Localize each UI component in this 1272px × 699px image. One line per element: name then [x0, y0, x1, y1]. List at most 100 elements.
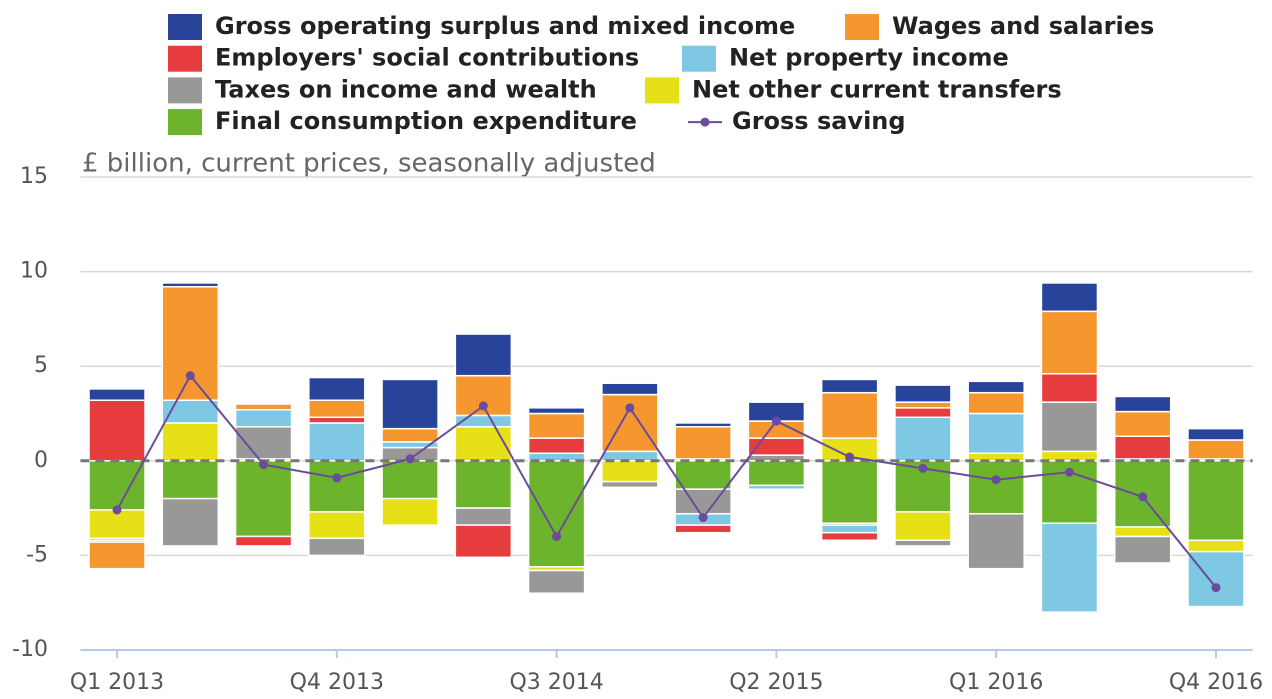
bar-segment [820, 524, 879, 534]
legend-marker [700, 117, 710, 127]
bar-segment [820, 378, 879, 394]
bar-segment [894, 539, 952, 547]
bar-segment [161, 285, 220, 402]
x-tick-label: Q3 2014 [509, 670, 603, 695]
legend-label: Final consumption expenditure [215, 107, 637, 135]
bar-segment [308, 376, 366, 402]
bar-segment [161, 422, 220, 462]
bar-segment [1113, 395, 1172, 413]
line-point [112, 505, 122, 515]
bar-segment [454, 460, 513, 509]
legend-label: Net other current transfers [692, 75, 1062, 103]
bar-segment [308, 460, 366, 513]
legend-label: Gross operating surplus and mixed income [215, 12, 795, 40]
legend-label: Net property income [729, 44, 1009, 72]
legend-swatch [168, 14, 202, 40]
bar-segment [381, 427, 439, 443]
bar-segment [381, 460, 439, 500]
bar-segment [234, 535, 293, 547]
line-point [185, 371, 195, 381]
bar-segment [1187, 539, 1245, 553]
bar-segment [454, 507, 513, 526]
bar-segment [674, 524, 732, 534]
bar-segment [527, 569, 586, 594]
bar-segment [88, 388, 146, 402]
bar-segment [161, 282, 220, 288]
bar-segment [454, 333, 513, 377]
bar-segment [674, 425, 732, 460]
bar-segment [527, 437, 586, 454]
bar-segment [674, 460, 732, 490]
line-point [405, 454, 415, 464]
line-point [259, 460, 269, 470]
bar-segment [1113, 535, 1172, 564]
y-tick-label: 0 [34, 448, 48, 473]
bar-segment [1187, 460, 1245, 542]
bar-segment [1187, 439, 1245, 460]
y-tick-label: 10 [20, 259, 48, 284]
legend-label: Wages and salaries [892, 12, 1154, 40]
bar-segment [527, 460, 586, 568]
x-tick-label: Q1 2016 [949, 670, 1043, 695]
bar-segment [674, 422, 732, 428]
bar-segment [381, 378, 439, 430]
legend-swatch [682, 45, 716, 72]
bar-segment [967, 391, 1025, 415]
bar-segment [1187, 550, 1245, 608]
bar-segment [88, 541, 146, 570]
bar-segment [967, 412, 1025, 454]
legend-label: Taxes on income and wealth [215, 75, 597, 103]
bar-segment [454, 425, 513, 462]
bar-segment [601, 382, 659, 396]
bar-segment [88, 460, 146, 511]
bar-segment [308, 399, 366, 419]
bar-segment [1187, 427, 1245, 441]
bar-segment [1040, 310, 1099, 375]
bar-segment [894, 384, 952, 403]
line-point [332, 473, 342, 483]
bar-segment [601, 480, 659, 489]
line-point [478, 401, 488, 411]
bar-segment [234, 403, 293, 411]
bar-segment [454, 524, 513, 559]
line-point [771, 416, 781, 426]
bar-segment [894, 511, 952, 542]
y-tick-label: -5 [26, 542, 48, 567]
bar-segment [308, 537, 366, 557]
bar-segment [747, 484, 806, 490]
bar-segment [1040, 401, 1099, 453]
line-point [1138, 492, 1148, 502]
bar-segment [381, 497, 439, 526]
bar-segment [234, 460, 293, 538]
legend-label: Gross saving [732, 107, 906, 135]
line-point [845, 452, 855, 462]
bar-segment [967, 380, 1025, 394]
bar-segment [1040, 522, 1099, 613]
x-tick-label: Q2 2015 [729, 670, 823, 695]
x-tick-label: Q1 2013 [70, 670, 164, 695]
bar-segment [234, 408, 293, 428]
bar-segment [88, 399, 146, 462]
line-point [918, 463, 928, 473]
bar-segment [308, 422, 366, 462]
bar-segment [527, 412, 586, 439]
bar-segment [308, 416, 366, 424]
bar-segment [527, 407, 586, 415]
bar-segment [894, 407, 952, 419]
x-tick-label: Q4 2016 [1169, 670, 1263, 695]
bar-segment [820, 460, 879, 524]
subtitle: £ billion, current prices, seasonally ad… [82, 149, 656, 179]
bar-segment [161, 460, 220, 500]
line-point [991, 475, 1001, 485]
legend-swatch [645, 77, 679, 104]
bar-segment [1113, 526, 1172, 538]
x-tick-label: Q4 2013 [290, 670, 384, 695]
bar-segment [308, 511, 366, 540]
bar-segment [1040, 373, 1099, 403]
y-tick-label: -10 [12, 637, 48, 662]
line-point [1211, 583, 1221, 593]
bar-segment [601, 460, 659, 483]
legend-swatch [168, 109, 202, 136]
bar-segment [747, 460, 806, 487]
